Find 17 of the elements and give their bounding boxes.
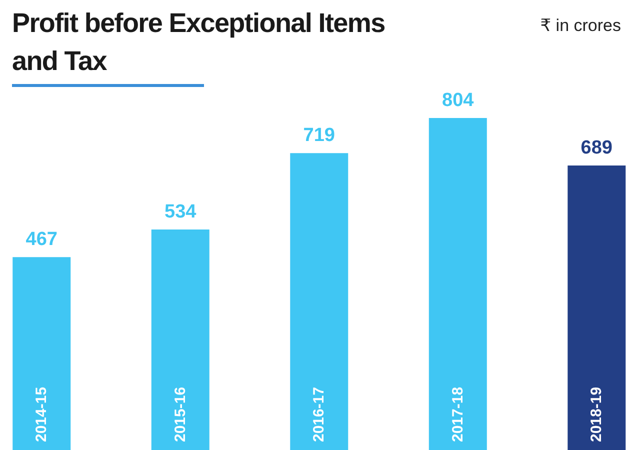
data-label: 719 bbox=[303, 125, 335, 146]
data-label: 534 bbox=[164, 201, 197, 222]
data-label: 689 bbox=[580, 137, 612, 158]
x-tick-label: 2017-18 bbox=[449, 386, 466, 442]
bar bbox=[568, 165, 626, 450]
data-label: 804 bbox=[442, 90, 474, 111]
bar bbox=[12, 257, 71, 450]
x-tick-label: 2015-16 bbox=[172, 386, 189, 442]
bar bbox=[151, 229, 210, 450]
x-tick-label: 2016-17 bbox=[310, 386, 328, 442]
chart-title: Profit before Exceptional Items and Tax bbox=[12, 7, 385, 78]
data-label: 467 bbox=[26, 229, 58, 250]
bar bbox=[428, 118, 487, 450]
chart-subtitle: ₹ in crores bbox=[540, 16, 621, 36]
x-tick-label: 2018-19 bbox=[588, 386, 606, 442]
x-tick-label: 2014-15 bbox=[33, 386, 50, 442]
bar bbox=[290, 153, 348, 450]
